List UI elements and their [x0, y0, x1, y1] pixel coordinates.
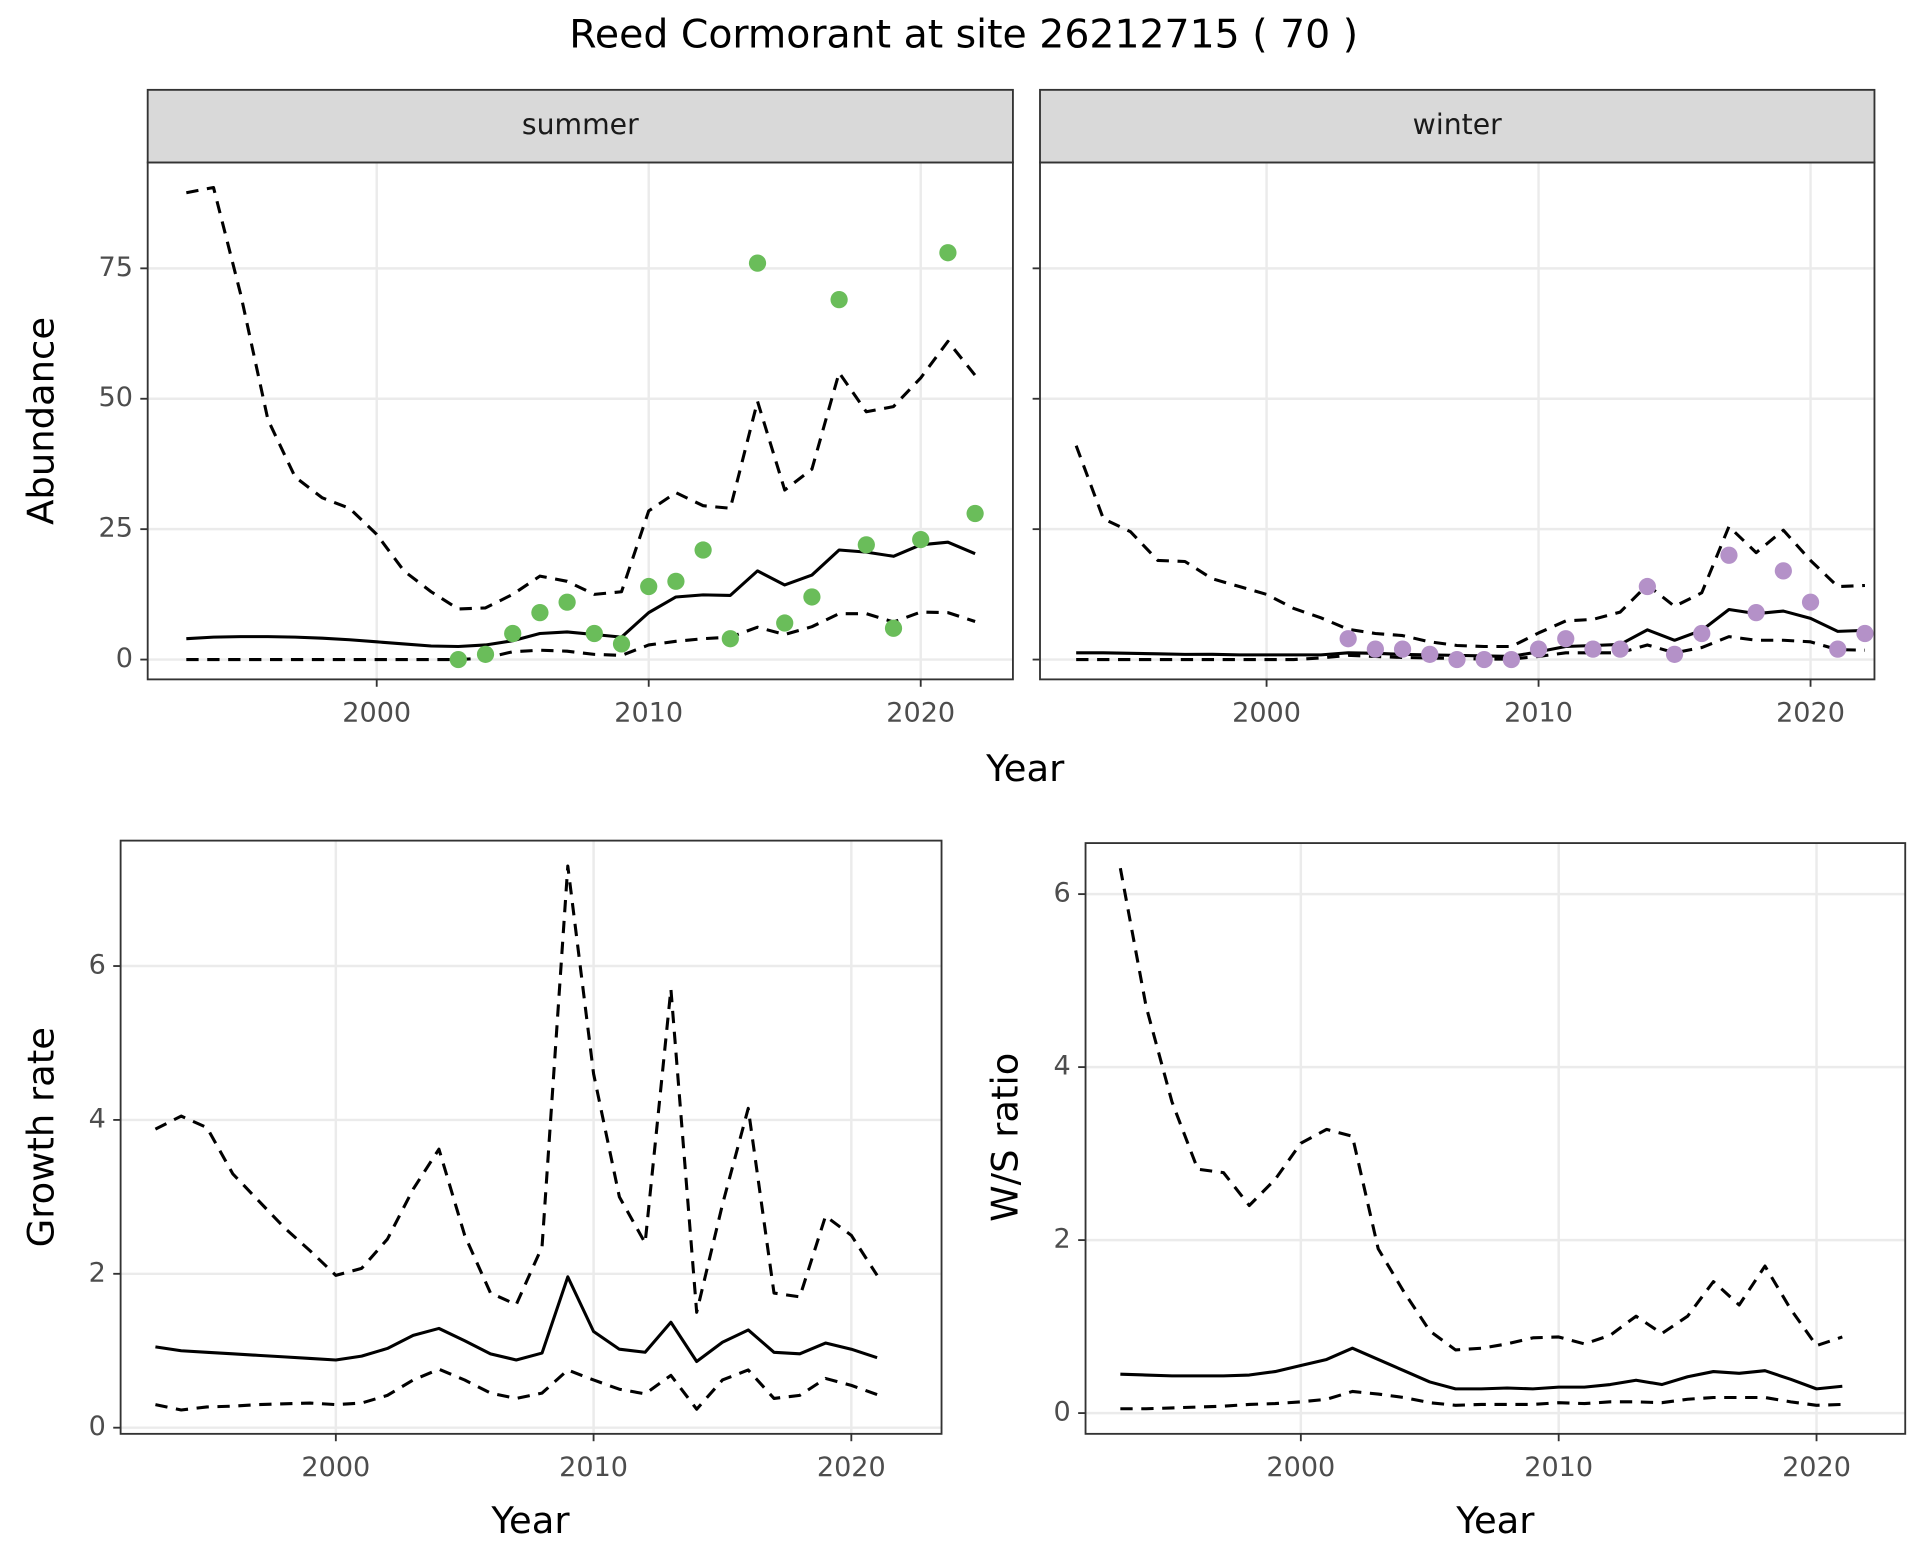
x-tick-label: 2020 [817, 1452, 886, 1483]
panel-background [147, 162, 1013, 680]
y-axis-title: W/S ratio [983, 1053, 1026, 1222]
y-tick-label: 0 [116, 643, 133, 674]
data-point [694, 541, 712, 559]
data-point [1393, 640, 1412, 658]
data-point [1339, 630, 1357, 648]
facet-label: winter [1413, 108, 1502, 141]
series-line [186, 185, 977, 611]
data-point [776, 614, 794, 632]
series-line [1076, 635, 1865, 662]
x-tick-label: 2020 [886, 697, 955, 728]
y-tick-label: 6 [1054, 878, 1071, 909]
panel: 0 2 4 6 2000 2010 2020 Year Growth rate [20, 839, 943, 1542]
panel: 2000 2010 2020 winter [1032, 88, 1876, 728]
data-point [1665, 645, 1684, 663]
x-axis-title: Year [490, 1499, 570, 1542]
y-axis-title: Growth rate [20, 1027, 63, 1247]
data-point [1638, 577, 1656, 596]
x-tick-label: 2010 [1524, 1452, 1593, 1483]
data-point [1801, 593, 1820, 611]
data-point [1856, 624, 1874, 643]
data-point [966, 504, 984, 523]
data-point [1475, 650, 1493, 669]
y-tick-label: 75 [98, 252, 132, 283]
data-point [748, 254, 767, 272]
facet-strip [146, 88, 1014, 164]
x-tick-label: 2020 [1782, 1452, 1851, 1483]
y-axis-title: Abundance [20, 317, 63, 525]
series-line [186, 540, 976, 649]
data-point [1502, 650, 1520, 669]
y-tick-label: 50 [98, 382, 132, 413]
x-tick-label: 2000 [1266, 1452, 1335, 1483]
series-line [186, 610, 976, 662]
data-point [640, 577, 658, 596]
y-tick-label: 6 [89, 950, 106, 981]
panel-background [1040, 162, 1875, 680]
x-tick-label: 2010 [614, 697, 683, 728]
y-tick-label: 0 [89, 1411, 106, 1442]
data-point [1693, 624, 1711, 643]
data-point [857, 536, 875, 554]
data-point [803, 588, 821, 606]
data-point [449, 650, 467, 669]
series-line [155, 1275, 878, 1364]
series-line [1076, 607, 1866, 658]
data-point [884, 619, 903, 637]
data-point [667, 572, 685, 590]
series-line [1118, 867, 1843, 1352]
y-tick-label: 0 [1054, 1397, 1071, 1428]
facet-strip [1039, 88, 1876, 164]
data-point [558, 593, 576, 611]
data-point [939, 244, 957, 262]
figure-title: Reed Cormorant at site 26212715 ( 70 ) [569, 11, 1358, 57]
panel-background [1085, 843, 1906, 1434]
y-tick-label: 2 [1054, 1224, 1071, 1255]
x-tick-label: 2000 [1232, 697, 1301, 728]
y-tick-label: 25 [98, 513, 132, 544]
data-point [531, 604, 549, 622]
data-point [1366, 640, 1384, 658]
x-axis-title: Year [1455, 1499, 1535, 1542]
data-point [1720, 546, 1738, 564]
facet-label: summer [522, 108, 639, 141]
x-axis-title: Year [985, 747, 1065, 790]
panel-background [120, 840, 942, 1434]
data-point [1448, 650, 1466, 669]
data-point [504, 624, 522, 643]
panel: 0 25 50 75 2000 2010 2020 summer Year Abundance [20, 88, 1065, 790]
data-point [1774, 562, 1792, 580]
series-line [155, 1367, 878, 1412]
panel-border [119, 839, 943, 1435]
y-tick-label: 2 [89, 1257, 106, 1288]
x-tick-label: 2000 [301, 1452, 370, 1483]
panel-border [1084, 842, 1907, 1435]
panel: 0 2 4 6 2000 2010 2020 Year W/S ratio [983, 842, 1907, 1542]
x-tick-label: 2010 [559, 1452, 628, 1483]
series-line [154, 864, 879, 1314]
data-point [585, 624, 603, 643]
series-line [1120, 1346, 1843, 1391]
data-point [1421, 645, 1439, 663]
y-tick-label: 4 [1054, 1051, 1071, 1082]
data-point [1557, 630, 1575, 648]
data-point [830, 291, 848, 309]
series-line [1120, 1389, 1843, 1411]
data-point [612, 635, 631, 653]
x-tick-label: 2000 [342, 697, 411, 728]
data-point [1584, 640, 1602, 658]
data-point [1747, 604, 1765, 622]
data-point [721, 630, 739, 648]
x-tick-label: 2010 [1504, 697, 1573, 728]
y-tick-label: 4 [89, 1103, 106, 1134]
data-point [912, 530, 930, 549]
data-point [1611, 640, 1629, 658]
data-point [1829, 640, 1847, 658]
data-point [476, 645, 495, 663]
data-point [1529, 640, 1548, 658]
x-tick-label: 2020 [1776, 697, 1845, 728]
